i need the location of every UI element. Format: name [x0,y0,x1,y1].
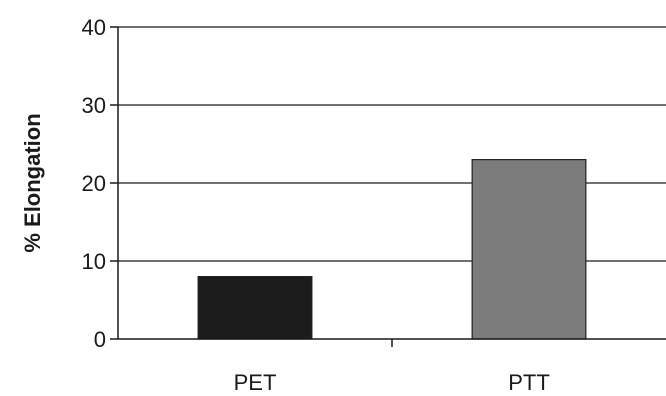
y-tick-label-0: 0 [94,327,106,352]
bar-ptt [471,159,587,340]
y-tick-label-10: 10 [82,249,106,274]
x-category-label-pet: PET [234,370,277,395]
x-category-label-ptt: PTT [508,370,550,395]
y-tick-label-20: 20 [82,171,106,196]
y-tick-labels: 0 10 20 30 40 [82,15,118,352]
y-tick-label-30: 30 [82,93,106,118]
bar-pet [197,276,313,340]
y-tick-label-40: 40 [82,15,106,40]
y-axis-title: % Elongation [20,113,45,252]
bars [197,159,587,340]
x-category-labels: PET PTT [234,370,550,395]
